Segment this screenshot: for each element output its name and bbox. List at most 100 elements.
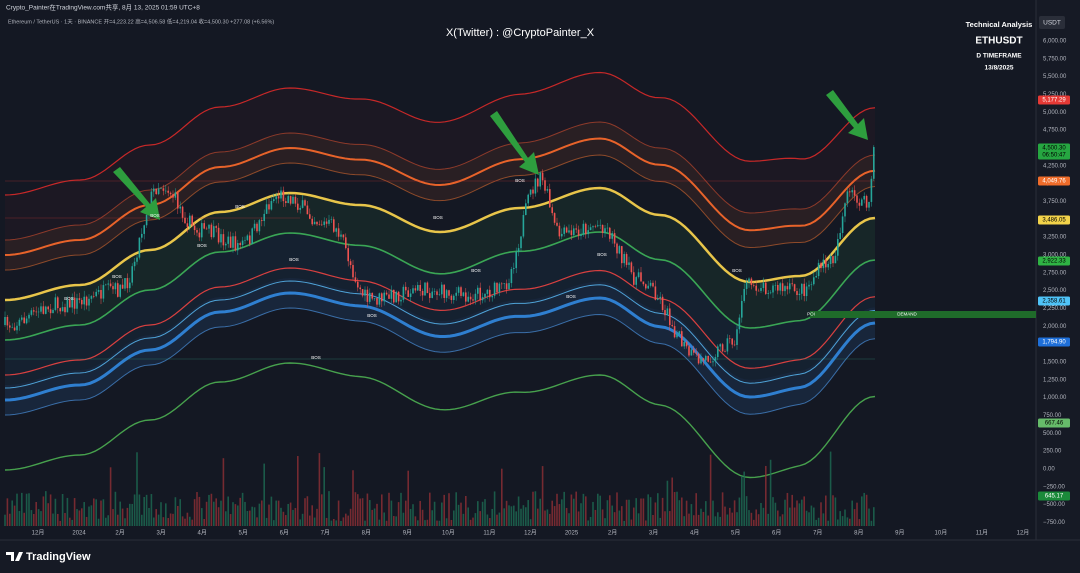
- volume-bar: [287, 503, 289, 526]
- price-label: −750.00: [1043, 520, 1066, 526]
- volume-bar: [640, 498, 642, 526]
- candle-body: [796, 291, 798, 296]
- candle-body: [549, 189, 551, 208]
- volume-bar: [489, 518, 491, 526]
- demand-zone: [810, 311, 1036, 318]
- candle-body: [690, 349, 693, 356]
- candle-body: [198, 232, 201, 238]
- volume-bar: [222, 458, 225, 526]
- volume-bar: [767, 513, 769, 526]
- candle-body: [587, 230, 589, 235]
- logo-icon: [6, 552, 23, 561]
- candle-body: [385, 292, 388, 295]
- volume-bar: [251, 506, 253, 526]
- time-label: 2024: [72, 531, 86, 537]
- volume-bar: [385, 520, 388, 526]
- volume-bar: [597, 493, 599, 526]
- candle-body: [445, 290, 448, 298]
- volume-bar: [750, 512, 753, 526]
- candle-body: [457, 287, 460, 293]
- candle-body: [589, 227, 592, 231]
- volume-bar: [681, 497, 683, 526]
- volume-bar: [364, 520, 366, 526]
- volume-bar: [4, 514, 6, 526]
- candle-body: [388, 294, 390, 299]
- candle-body: [76, 298, 78, 309]
- candle-body: [769, 292, 772, 294]
- volume-bar: [462, 513, 465, 526]
- candle-body: [347, 248, 349, 262]
- volume-bar: [810, 505, 813, 526]
- volume-bar: [551, 500, 553, 526]
- candle-body: [105, 284, 107, 286]
- price-tag-label: 4,049.76: [1042, 179, 1066, 185]
- candle-body: [493, 282, 496, 296]
- price-tag: [1038, 296, 1070, 306]
- volume-bar: [577, 511, 580, 526]
- candle-body: [335, 228, 337, 232]
- candle-body: [371, 292, 373, 299]
- volume-bar: [604, 518, 606, 526]
- candle-body: [354, 277, 357, 282]
- candle-body: [633, 272, 635, 285]
- candle-body: [222, 234, 225, 246]
- candle-body: [810, 284, 813, 285]
- candle-body: [213, 226, 215, 238]
- volume-bar: [873, 507, 875, 526]
- candle-body: [870, 178, 873, 202]
- candle-body: [731, 338, 733, 345]
- volume-bar: [59, 520, 61, 526]
- candle-body: [714, 357, 717, 362]
- candle-body: [577, 229, 580, 237]
- candle-body: [193, 225, 196, 231]
- volume-bar: [83, 502, 85, 526]
- candle-body: [220, 234, 222, 243]
- volume-bar: [189, 516, 191, 526]
- volume-bar: [162, 517, 165, 526]
- candle-body: [157, 188, 160, 195]
- volume-bar: [657, 493, 659, 526]
- candle-body: [719, 344, 721, 347]
- candle-body: [397, 291, 400, 302]
- candle-body: [225, 243, 227, 246]
- candle-body: [196, 230, 198, 233]
- candle-body: [42, 306, 45, 314]
- volume-bar: [119, 501, 121, 526]
- volume-bar: [429, 492, 431, 526]
- volume-bar: [328, 491, 330, 526]
- candle-body: [717, 346, 719, 358]
- candle-body: [820, 262, 822, 269]
- price-tag-sublabel: 06:50:47: [1042, 153, 1066, 159]
- volume-bar: [184, 518, 186, 526]
- candle-body: [409, 293, 412, 297]
- volume-bar: [580, 503, 582, 526]
- volume-bar: [834, 497, 837, 526]
- band-line: [4, 307, 876, 416]
- volume-bar: [731, 512, 733, 526]
- candle-body: [83, 296, 85, 305]
- volume-bar: [323, 467, 325, 526]
- candle-body: [313, 221, 316, 225]
- time-label: 8月: [854, 530, 863, 537]
- volume-bar: [402, 512, 405, 526]
- candle-body: [325, 221, 328, 224]
- volume-bar: [85, 516, 88, 526]
- candle-body: [743, 288, 745, 301]
- candle-body: [73, 297, 76, 309]
- candle-body: [102, 285, 105, 299]
- candle-body: [138, 237, 141, 258]
- volume-bar: [445, 518, 448, 526]
- volume-bar: [760, 503, 762, 526]
- candle-body: [184, 217, 186, 224]
- volume-bar: [213, 501, 215, 526]
- candle-body: [227, 236, 229, 244]
- candle-body: [340, 234, 342, 237]
- volume-bar: [484, 499, 486, 526]
- volume-bar: [196, 492, 198, 526]
- candle-body: [532, 189, 534, 194]
- volume-bar: [347, 515, 349, 526]
- bos-label: BOS: [112, 274, 122, 279]
- volume-bar: [510, 506, 513, 526]
- info-timeframe: D TIMEFRAME: [976, 53, 1022, 60]
- volume-bar: [661, 497, 664, 526]
